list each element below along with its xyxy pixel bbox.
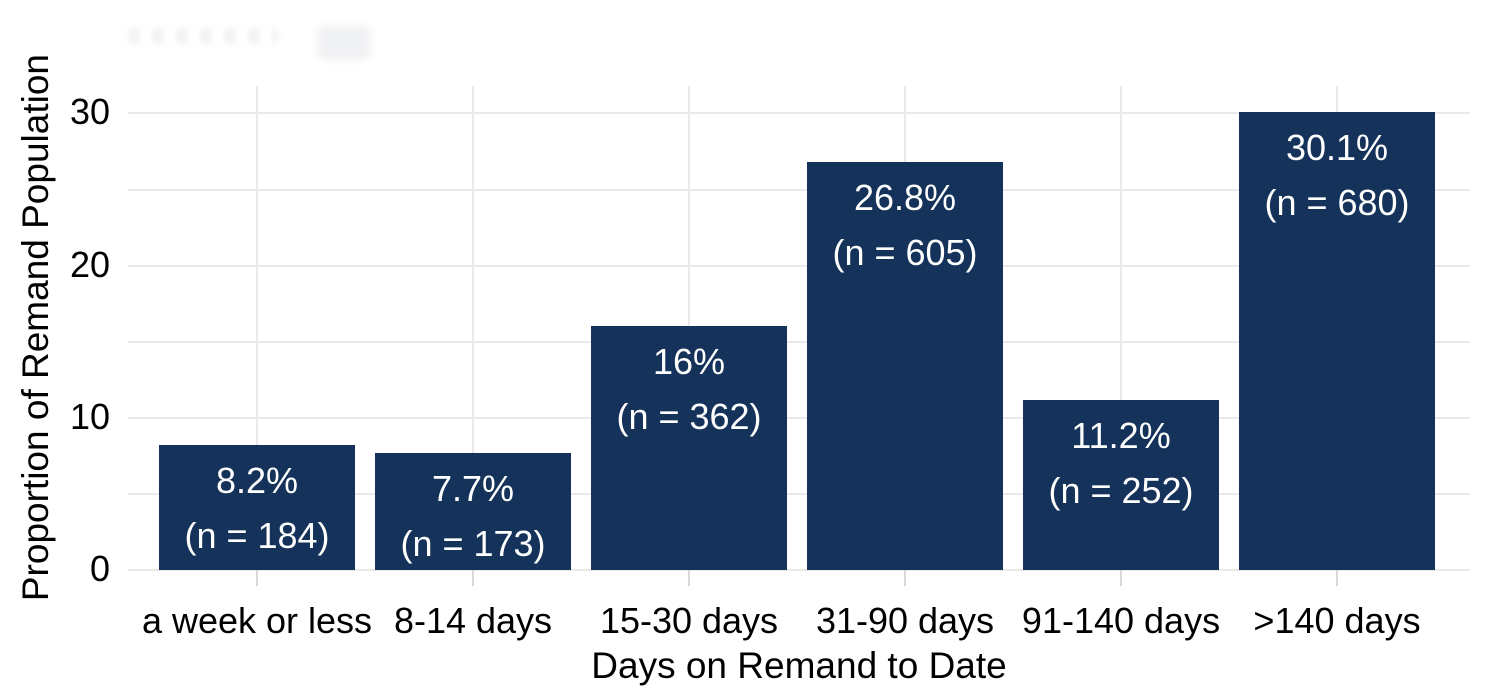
x-tick-label: 91-140 days <box>1021 600 1221 641</box>
gridline-horizontal <box>128 112 1470 115</box>
faded-watermark-artifact <box>318 26 370 60</box>
x-axis-tick <box>256 570 258 586</box>
bar-label-percent: 16% <box>652 341 726 382</box>
y-tick-label: 0 <box>89 548 110 590</box>
bar-label-count: (n = 605) <box>832 232 978 273</box>
plot-panel: 8.2% (n = 184) 7.7% (n = 173) 16% (n = 362) 26… <box>128 86 1470 586</box>
bar-label-count: (n = 680) <box>1264 182 1410 223</box>
gridline-vertical <box>1120 86 1122 570</box>
bar: 8.2% (n = 184) <box>159 445 355 570</box>
x-tick-label: 15-30 days <box>599 600 779 641</box>
bar-label-count: (n = 184) <box>184 515 330 556</box>
y-tick-label: 20 <box>69 243 110 285</box>
x-axis-tick <box>688 570 690 586</box>
bar-label-percent: 30.1% <box>1285 127 1389 168</box>
gridline-horizontal <box>128 188 1470 191</box>
gridline-horizontal <box>128 569 1470 571</box>
x-tick-label: a week or less <box>141 600 373 641</box>
bar-label-percent: 8.2% <box>215 460 299 501</box>
gridline-vertical <box>256 86 258 570</box>
y-tick-label: 10 <box>69 395 110 437</box>
bar: 16% (n = 362) <box>591 326 787 570</box>
bar-label-count: (n = 252) <box>1048 470 1194 511</box>
bar-label-percent: 11.2% <box>1071 415 1171 456</box>
y-axis-title: Proportion of Remand Population <box>8 54 64 601</box>
x-tick-label: >140 days <box>1253 600 1421 641</box>
gridline-vertical <box>472 86 474 570</box>
gridline-horizontal <box>128 492 1470 495</box>
bar: 7.7% (n = 173) <box>375 453 571 570</box>
x-axis-tick <box>1120 570 1122 586</box>
faded-watermark-artifact <box>128 28 278 44</box>
x-axis-tick <box>1336 570 1338 586</box>
x-tick-label: 8-14 days <box>393 600 553 641</box>
gridline-horizontal <box>128 340 1470 343</box>
bar-label-percent: 7.7% <box>431 468 515 509</box>
x-tick-label: 31-90 days <box>815 600 995 641</box>
gridline-horizontal <box>128 264 1470 267</box>
bar: 11.2% (n = 252) <box>1023 400 1219 570</box>
bar-label-percent: 26.8% <box>853 177 957 218</box>
bar-label-count: (n = 173) <box>400 523 546 564</box>
bar: 30.1% (n = 680) <box>1239 112 1435 570</box>
x-axis-tick <box>472 570 474 586</box>
bar: 26.8% (n = 605) <box>807 162 1003 570</box>
gridline-horizontal <box>128 416 1470 419</box>
y-tick-label: 30 <box>69 91 110 133</box>
x-axis-title: Days on Remand to Date <box>591 645 1007 686</box>
bar-label-count: (n = 362) <box>616 396 762 437</box>
x-axis-tick <box>904 570 906 586</box>
y-axis-title-text: Proportion of Remand Population <box>15 54 56 602</box>
